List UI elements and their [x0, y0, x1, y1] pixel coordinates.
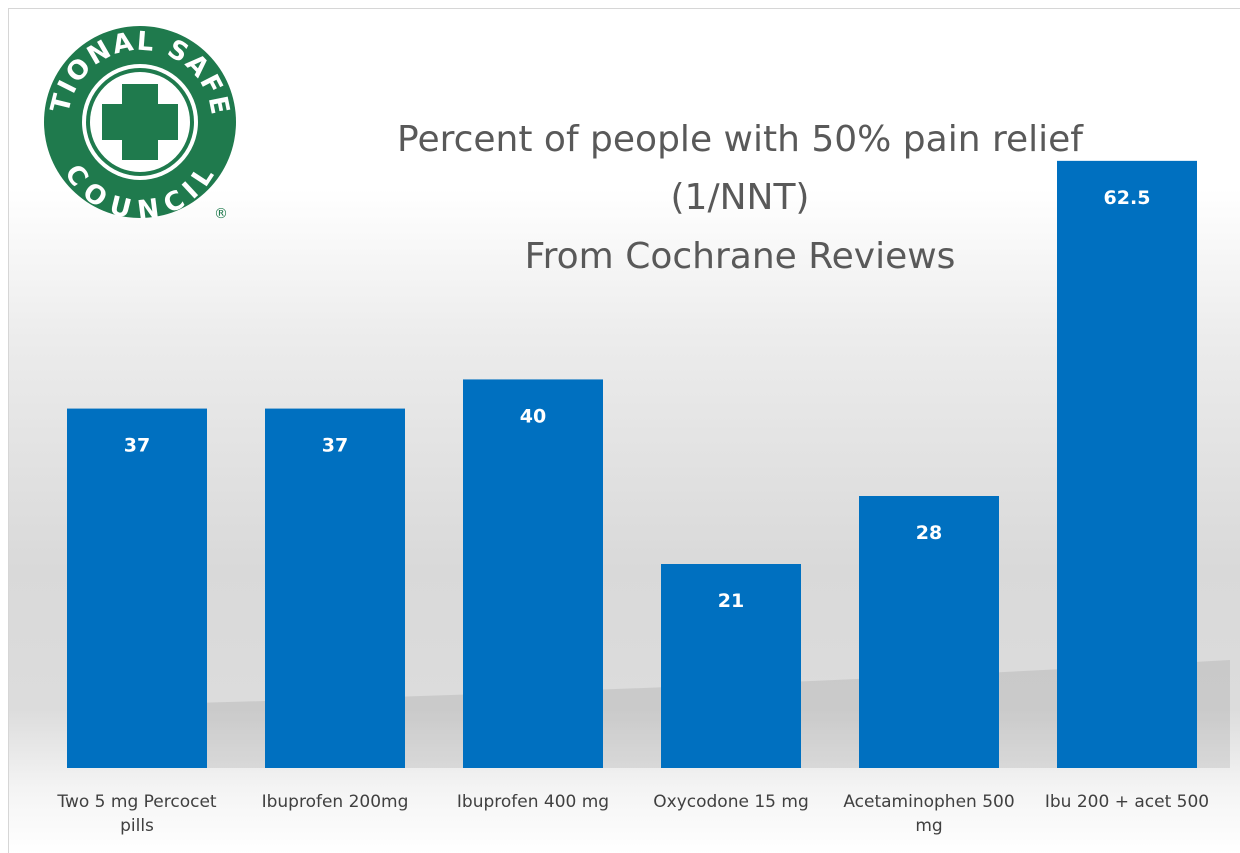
category-label: Oxycodone 15 mg: [653, 792, 808, 812]
bar: [463, 379, 603, 768]
bar: [661, 564, 801, 768]
category-label: pills: [120, 816, 154, 836]
data-label: 62.5: [1104, 187, 1151, 209]
data-label: 21: [718, 590, 744, 612]
chart-title-line-2: (1/NNT): [670, 177, 810, 218]
national-safety-council-logo: NATIONAL SAFETY COUNCIL ®: [30, 22, 236, 222]
chart-title-line-3: From Cochrane Reviews: [524, 236, 956, 277]
category-label: mg: [915, 816, 942, 836]
bar: [67, 408, 207, 768]
bar: [1057, 160, 1197, 768]
category-label: Two 5 mg Percocet: [56, 792, 217, 812]
bar: [859, 496, 999, 768]
data-label: 40: [520, 405, 546, 427]
category-label: Acetaminophen 500: [843, 792, 1014, 812]
category-label: Ibuprofen 400 mg: [457, 792, 609, 812]
chart-title-line-1: Percent of people with 50% pain relief: [397, 119, 1083, 160]
category-label: Ibuprofen 200mg: [262, 792, 409, 812]
data-label: 37: [322, 435, 348, 457]
data-label: 37: [124, 435, 150, 457]
data-label: 28: [916, 522, 942, 544]
logo-registered-mark: ®: [214, 206, 228, 222]
category-label: Ibu 200 + acet 500: [1045, 792, 1209, 812]
logo-cross-horizontal: [102, 104, 178, 140]
bar: [265, 408, 405, 768]
